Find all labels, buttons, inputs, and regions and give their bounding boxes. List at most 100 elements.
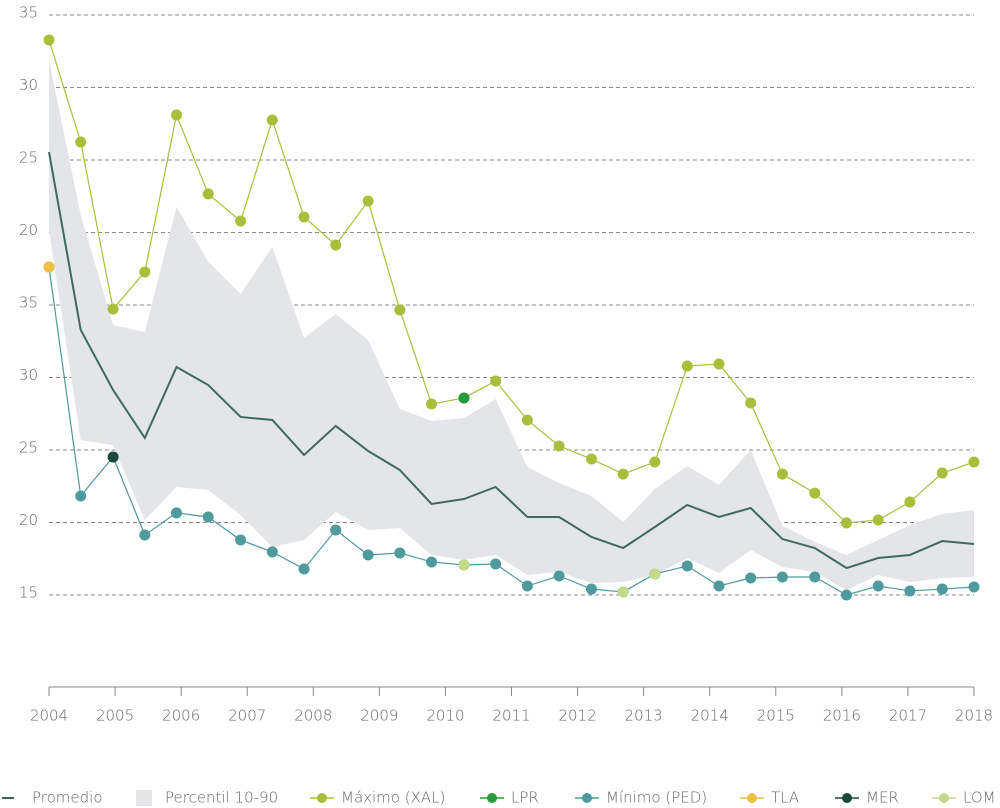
point [809, 487, 821, 499]
y-tick-label: 20 [19, 221, 38, 239]
y-tick-label: 20 [19, 511, 38, 529]
x-tick-label: 2009 [360, 707, 398, 725]
legend-swatch [747, 793, 757, 803]
legend-label: Mínimo (PED) [606, 789, 707, 807]
point [745, 572, 757, 584]
point [43, 261, 55, 273]
point [43, 34, 55, 46]
point [809, 571, 821, 583]
point [681, 360, 693, 372]
legend-label: TLA [771, 789, 799, 807]
point [936, 467, 948, 479]
point [968, 456, 980, 468]
point [298, 563, 310, 575]
legend-swatch [842, 793, 852, 803]
point [266, 114, 278, 126]
point [904, 496, 916, 508]
point [968, 581, 980, 593]
legend-swatch [582, 793, 592, 803]
y-tick-label: 30 [19, 366, 38, 384]
point [171, 109, 183, 121]
point [681, 560, 693, 572]
x-tick-label: 2011 [492, 707, 530, 725]
series-line [48, 39, 975, 524]
point [235, 215, 247, 227]
point [617, 586, 629, 598]
legend-label: MER [866, 789, 899, 807]
x-tick-label: 2018 [955, 707, 993, 725]
x-tick-label: 2014 [691, 707, 729, 725]
point [266, 546, 278, 558]
point [776, 468, 788, 480]
point [202, 188, 214, 200]
point [330, 524, 342, 536]
y-tick-label: 25 [19, 439, 38, 457]
legend-swatch [487, 793, 497, 803]
legend-label: Máximo (XAL) [341, 789, 445, 807]
point [139, 529, 151, 541]
series-line [48, 151, 975, 570]
point [840, 589, 852, 601]
x-tick-label: 2016 [823, 707, 861, 725]
legend-swatch [136, 790, 152, 806]
point [521, 414, 533, 426]
point [840, 517, 852, 529]
point [585, 453, 597, 465]
point [107, 303, 119, 315]
legend-label: LPR [511, 789, 539, 807]
point [458, 559, 470, 571]
percentile-band [49, 59, 974, 591]
point [235, 534, 247, 546]
y-tick-label: 30 [19, 76, 38, 94]
point [649, 568, 661, 580]
point [713, 358, 725, 370]
point [139, 266, 151, 278]
x-tick-label: 2007 [228, 707, 266, 725]
point [649, 456, 661, 468]
point [171, 507, 183, 519]
point [617, 468, 629, 480]
x-tick-label: 2012 [558, 707, 596, 725]
y-tick-label: 35 [19, 294, 38, 312]
point [745, 397, 757, 409]
x-tick-label: 2005 [96, 707, 134, 725]
point [426, 398, 438, 410]
point [107, 451, 119, 463]
legend-label: Percentil 10-90 [165, 789, 278, 807]
point [872, 580, 884, 592]
legend-swatch [317, 793, 327, 803]
point [585, 583, 597, 595]
x-tick-label: 2017 [889, 707, 927, 725]
x-tick-label: 2015 [757, 707, 795, 725]
point [521, 580, 533, 592]
x-tick-label: 2004 [30, 707, 68, 725]
point [362, 195, 374, 207]
legend-swatch [939, 793, 949, 803]
x-tick-label: 2006 [162, 707, 200, 725]
point [713, 580, 725, 592]
point [298, 211, 310, 223]
point [776, 571, 788, 583]
point [936, 583, 948, 595]
point [872, 514, 884, 526]
point [553, 440, 565, 452]
point [394, 304, 406, 316]
x-tick-label: 2008 [294, 707, 332, 725]
point [75, 136, 87, 148]
y-tick-label: 15 [19, 584, 38, 602]
point [362, 549, 374, 561]
point [904, 585, 916, 597]
point [330, 239, 342, 251]
legend-label: LOM [963, 789, 996, 807]
x-tick-label: 2010 [426, 707, 464, 725]
point [553, 570, 565, 582]
legend-label: Promedio [32, 789, 103, 807]
point [490, 558, 502, 570]
y-tick-label: 35 [19, 4, 38, 22]
point [426, 556, 438, 568]
point [202, 511, 214, 523]
x-tick-label: 2013 [625, 707, 663, 725]
point [458, 392, 470, 404]
point [490, 375, 502, 387]
